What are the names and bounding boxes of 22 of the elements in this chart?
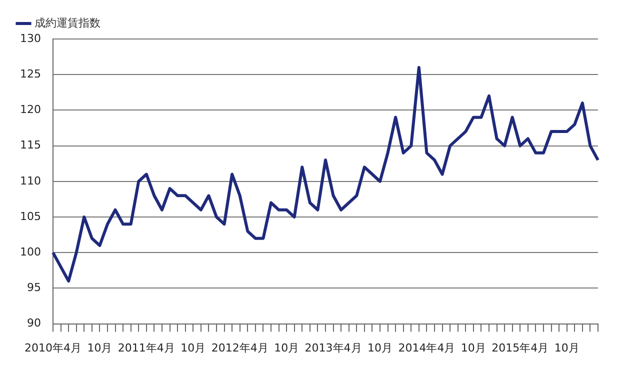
y-tick-label: 100 bbox=[20, 245, 41, 258]
y-tick-label: 115 bbox=[20, 138, 41, 152]
x-tick-label: 2011年4月 bbox=[118, 341, 175, 354]
legend-label: 成約運賃指数 bbox=[34, 16, 100, 30]
y-tick-label: 95 bbox=[26, 281, 41, 294]
y-tick-label: 130 bbox=[20, 32, 41, 45]
y-tick-label: 110 bbox=[20, 174, 41, 188]
x-tick-label: 10月 bbox=[87, 341, 112, 354]
y-tick-label: 125 bbox=[20, 67, 41, 80]
y-tick-label: 120 bbox=[20, 103, 41, 116]
y-tick-label: 105 bbox=[20, 210, 41, 223]
x-tick-label: 10月 bbox=[368, 341, 392, 354]
x-tick-label: 2014年4月 bbox=[398, 341, 456, 354]
x-tick-label: 10月 bbox=[180, 341, 206, 354]
x-tick-label: 10月 bbox=[460, 341, 486, 354]
x-tick-label: 2010年4月 bbox=[24, 341, 82, 354]
x-tick-label: 10月 bbox=[554, 341, 580, 354]
y-tick-label: 90 bbox=[26, 316, 41, 330]
x-tick-label: 2015年4月 bbox=[492, 341, 549, 354]
x-tick-label: 2013年4月 bbox=[304, 341, 362, 354]
x-tick-label: 10月 bbox=[274, 341, 300, 354]
x-tick-label: 2012年4月 bbox=[211, 341, 268, 354]
